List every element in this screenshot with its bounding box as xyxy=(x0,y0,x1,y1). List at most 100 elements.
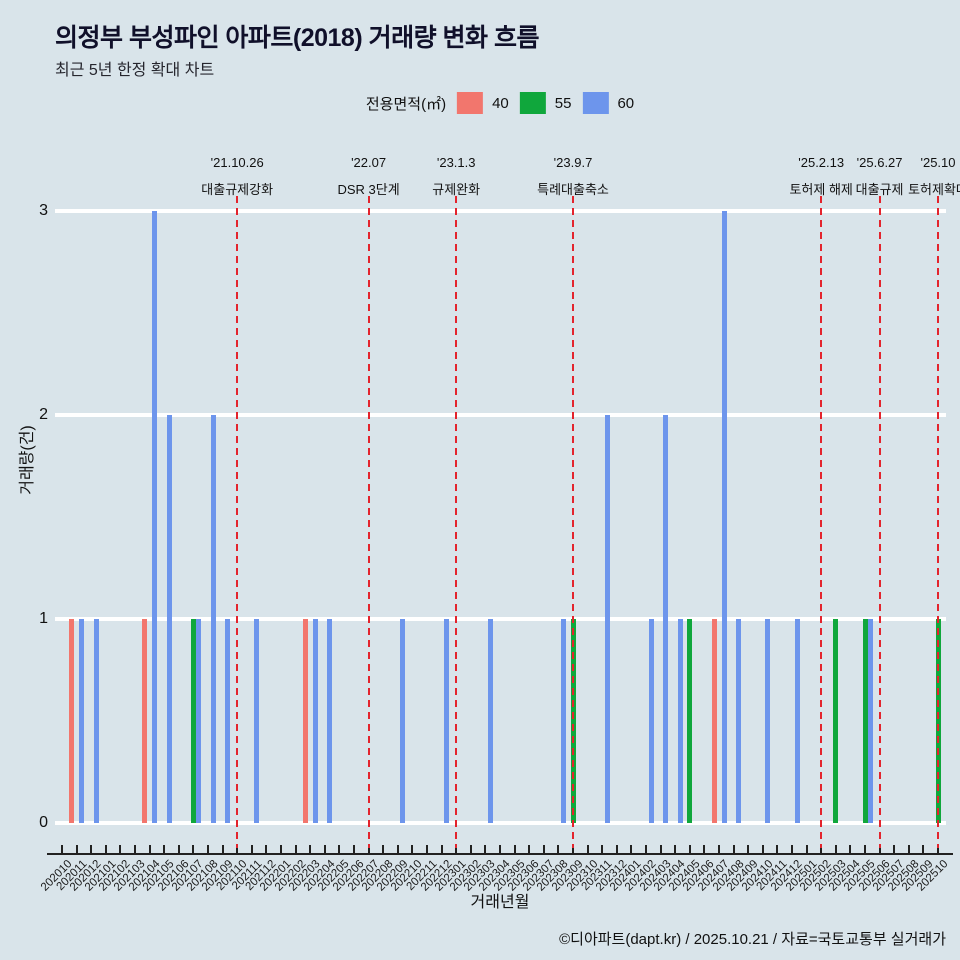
x-tick xyxy=(207,845,209,853)
x-tick xyxy=(572,845,574,853)
event-name-label: 대출규제 xyxy=(855,182,904,197)
bar-60-202308 xyxy=(560,619,566,823)
bar-40-202011 xyxy=(69,619,75,823)
x-tick xyxy=(455,845,458,853)
x-tick xyxy=(542,845,545,853)
legend-title: 전용면적(㎡) xyxy=(365,95,447,113)
x-tick xyxy=(791,845,793,853)
legend-item-label: 55 xyxy=(554,94,572,112)
bar-55-202107 xyxy=(190,619,196,823)
bar-60-202410 xyxy=(765,619,771,823)
x-tick xyxy=(922,845,925,853)
y-tick-label: 2 xyxy=(39,406,48,423)
event-line-202301 xyxy=(455,196,458,848)
x-tick xyxy=(834,845,837,853)
legend-item-40: 40 xyxy=(457,92,509,114)
x-tick xyxy=(703,845,706,853)
x-tick xyxy=(893,845,896,853)
bar-55-202405 xyxy=(687,619,693,823)
x-axis-line xyxy=(47,853,953,855)
y-axis-title: 거래량(건) xyxy=(19,425,36,495)
x-tick xyxy=(586,845,589,853)
x-tick xyxy=(119,845,122,853)
x-tick xyxy=(674,845,677,853)
bar-60-202109 xyxy=(225,619,231,823)
x-tick xyxy=(163,845,166,853)
event-name-label: 규제완화 xyxy=(432,182,481,197)
x-tick xyxy=(134,845,136,853)
x-tick xyxy=(557,845,560,853)
x-tick xyxy=(294,845,297,853)
x-tick xyxy=(382,845,385,853)
legend: 전용면적(㎡) 40 55 60 xyxy=(366,92,634,114)
x-tick xyxy=(90,845,93,853)
x-tick xyxy=(805,845,808,853)
x-tick xyxy=(396,845,399,853)
legend-item-60: 60 xyxy=(582,92,634,114)
x-tick xyxy=(601,845,604,853)
copyright-source-text: ©디아파트(dapt.kr) / 2025.10.21 / 자료=국토교통부 실… xyxy=(559,931,946,948)
x-tick xyxy=(659,845,662,853)
bar-60-202412 xyxy=(794,619,800,823)
gridline-y3 xyxy=(55,209,946,213)
bar-40-202407 xyxy=(711,619,717,823)
chart-subtitle: 최근 5년 한정 확대 차트 xyxy=(55,62,215,79)
y-tick-label: 3 xyxy=(39,202,48,219)
x-tick xyxy=(265,845,268,853)
bar-55-202505 xyxy=(862,619,868,823)
gridline-y2 xyxy=(55,413,946,417)
event-line-202207 xyxy=(367,196,370,848)
bar-40-202203 xyxy=(302,619,308,823)
bar-60-202203 xyxy=(312,619,318,823)
bar-60-202107 xyxy=(195,619,201,823)
x-tick xyxy=(309,845,312,853)
y-tick-label: 0 xyxy=(39,814,48,831)
bar-60-202012 xyxy=(93,619,99,823)
event-date-label: '25.10 xyxy=(920,155,956,170)
event-date-label: '25.6.27 xyxy=(856,155,903,170)
bar-60-202104 xyxy=(152,211,158,823)
x-tick xyxy=(411,845,414,853)
x-tick xyxy=(192,845,195,853)
bar-60-202408 xyxy=(736,619,742,823)
event-date-label: '23.1.3 xyxy=(436,155,476,170)
x-tick xyxy=(761,845,764,853)
x-tick xyxy=(878,845,881,853)
event-name-label: 토허제확대 xyxy=(908,182,960,197)
event-name-label: 토허제 해제 xyxy=(789,182,853,197)
x-tick xyxy=(615,845,618,853)
x-tick xyxy=(718,845,720,853)
x-tick xyxy=(367,845,370,853)
x-tick xyxy=(645,845,647,853)
bar-40-202104 xyxy=(142,619,148,823)
x-tick xyxy=(236,845,239,853)
event-name-label: DSR 3단계 xyxy=(337,182,400,197)
x-axis-title: 거래년월 xyxy=(470,894,530,911)
bar-55-202503 xyxy=(833,619,839,823)
bar-60-202407 xyxy=(721,211,727,823)
bar-60-202209 xyxy=(400,619,406,823)
x-tick xyxy=(513,845,516,853)
x-tick xyxy=(747,845,750,853)
x-tick xyxy=(61,845,63,853)
x-tick xyxy=(75,845,78,853)
legend-swatch xyxy=(582,92,609,114)
event-line-202510 xyxy=(937,196,939,848)
bar-60-202108 xyxy=(210,415,216,823)
x-tick xyxy=(732,845,735,853)
event-line-202110 xyxy=(236,196,239,848)
bar-60-202212 xyxy=(444,619,450,823)
x-tick xyxy=(353,845,355,853)
y-tick-label: 1 xyxy=(39,610,48,627)
x-tick xyxy=(338,845,341,853)
bar-60-202403 xyxy=(663,415,669,823)
event-date-label: '23.9.7 xyxy=(553,155,593,170)
x-tick xyxy=(776,845,779,853)
x-tick xyxy=(849,845,852,853)
x-tick xyxy=(907,845,910,853)
x-tick xyxy=(426,845,428,853)
bar-60-202204 xyxy=(327,619,333,823)
gridline-y0 xyxy=(55,821,946,825)
bar-60-202404 xyxy=(677,619,683,823)
